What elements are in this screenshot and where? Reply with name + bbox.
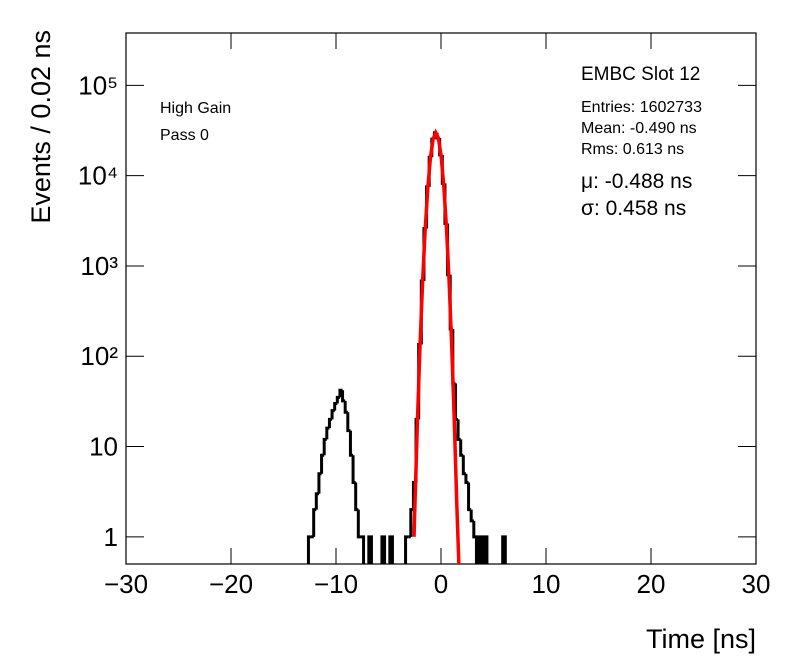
x-tick-label: 10: [532, 569, 561, 599]
histogram-bin: [320, 453, 325, 474]
stat: Entries: 1602733: [581, 99, 702, 116]
histogram-bin: [312, 508, 317, 537]
histogram-bin: [388, 535, 394, 564]
fit-stat: σ: 0.458 ns: [581, 197, 686, 220]
histogram-bin: [314, 492, 319, 510]
x-tick-label: 20: [637, 569, 666, 599]
histogram-bin: [409, 508, 414, 537]
y-axis-label: Events / 0.02 ns: [26, 30, 56, 224]
histogram-bin: [404, 535, 409, 564]
y-tick-label: 10⁵: [78, 70, 118, 100]
y-tick-label: 1: [104, 522, 118, 552]
x-tick-label: 30: [742, 569, 771, 599]
y-tick-label: 10⁴: [78, 161, 118, 191]
x-tick-label: 0: [434, 569, 448, 599]
histogram-bin: [356, 509, 361, 539]
histogram-bin: [322, 437, 327, 456]
stat: Mean: -0.490 ns: [581, 120, 697, 137]
fit-curve: [412, 128, 461, 565]
x-tick-label: −30: [104, 569, 148, 599]
y-tick-label: 10: [89, 432, 118, 462]
histogram-bin: [477, 535, 484, 564]
histogram-bin: [482, 535, 489, 564]
x-tick-label: −10: [314, 569, 358, 599]
fit-stat: μ: -0.488 ns: [581, 170, 692, 193]
chart-title: EMBC Slot 12: [581, 64, 700, 85]
histogram-bin: [330, 409, 335, 420]
histogram-bin: [367, 535, 373, 564]
histogram-bin: [472, 520, 478, 564]
stat: Rms: 0.613 ns: [581, 141, 684, 158]
annotation: Pass 0: [160, 127, 209, 144]
histogram-bin: [461, 455, 466, 476]
histogram-bin: [325, 426, 330, 440]
annotation: High Gain: [160, 100, 231, 117]
y-tick-label: 10³: [80, 251, 118, 281]
histogram-bin: [341, 390, 346, 403]
x-axis-label: Time [ns]: [646, 624, 756, 654]
y-tick-label: 10²: [80, 341, 118, 371]
histogram-bin: [360, 535, 366, 564]
histogram-bin: [501, 535, 507, 564]
x-tick-label: −20: [209, 569, 253, 599]
histogram-bin: [346, 412, 351, 433]
histogram-bin: [306, 535, 312, 564]
histogram-bin: [380, 535, 387, 564]
